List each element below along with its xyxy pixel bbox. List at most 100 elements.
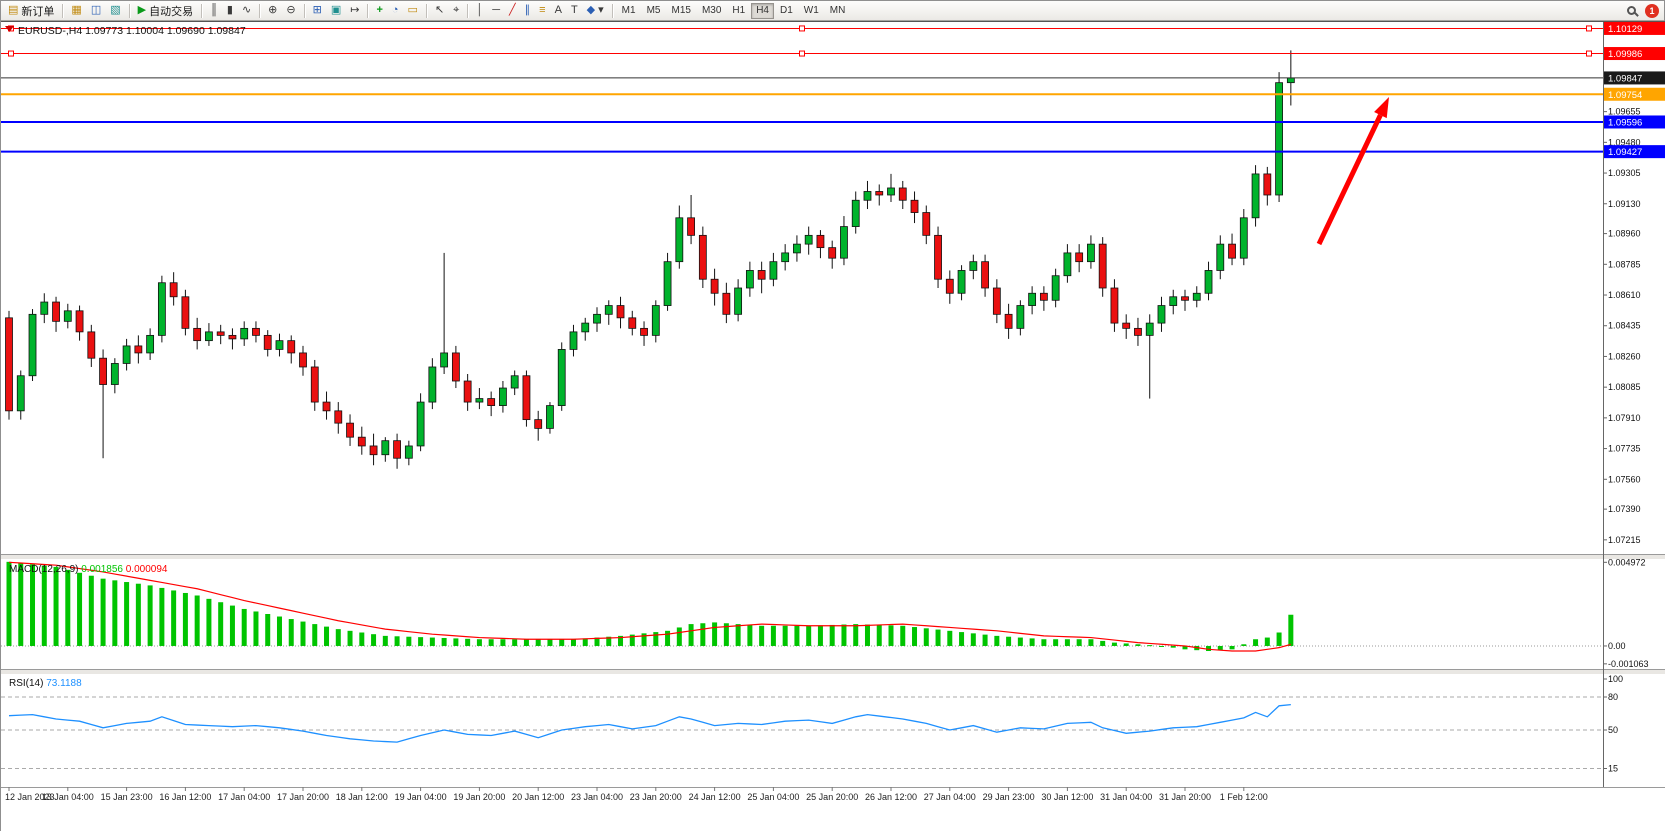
macd-bar [582,638,588,646]
candle-body [1286,77,1295,84]
macd-bar [1088,639,1094,646]
search-icon[interactable] [1627,6,1636,15]
candle-body [1204,270,1213,294]
cursor-button[interactable]: ↖ [431,2,448,19]
price-tick-label: 1.09130 [1608,199,1641,209]
text-icon: A [554,4,562,16]
macd-bar [276,616,282,646]
ohlc-bars-button[interactable]: ║ [206,2,222,19]
macd-bar [1111,642,1117,646]
one-click-trading-toggle[interactable] [5,26,14,32]
svg-text:1.09986: 1.09986 [1608,49,1642,60]
macd-bar [853,624,859,646]
macd-bar [418,637,424,646]
timeframe-m30-button[interactable]: M30 [697,3,726,19]
candle-body [369,445,378,456]
macd-panel-separator[interactable] [1,554,1665,559]
zoom-in-button[interactable]: ⊕ [264,2,281,19]
candle-body [569,331,578,350]
candlestick-series [5,50,1295,469]
macd-bar [1276,632,1282,646]
candle-body [1028,292,1037,306]
vertical-line-button[interactable]: │ [472,2,487,19]
navigator-button[interactable]: ▧ [106,2,124,19]
template-button[interactable]: ▭ [404,2,422,19]
macd-bar [1217,645,1223,651]
svg-text:1.09427: 1.09427 [1608,147,1642,158]
macd-bar [864,624,870,646]
new-chart-button[interactable]: + [372,2,386,19]
hline-handle[interactable] [1586,25,1592,32]
notification-badge[interactable]: 1 [1645,3,1659,18]
hline-handle[interactable] [8,50,14,57]
candle-body [804,234,813,245]
macd-signal-line [8,561,1292,652]
macd-bar [559,639,565,646]
hline-objects [1,25,1603,153]
timeframe-d1-button[interactable]: D1 [775,3,798,19]
period-button[interactable]: ◔ [388,2,403,19]
time-label: 29 Jan 23:00 [983,792,1035,802]
macd-bar [476,639,482,646]
candlesticks-button[interactable]: ▮ [223,2,237,19]
line-chart-icon: ∿ [241,4,252,16]
tile-windows-button[interactable]: ⊞ [309,2,326,19]
rsi-panel-separator[interactable] [1,669,1665,674]
data-window-button[interactable]: ◫ [87,2,105,19]
candle-body [99,357,107,385]
auto-trading-button[interactable]: ▶ 自动交易 [134,2,197,19]
tile-windows-icon: ⊞ [312,4,322,16]
shapes-button[interactable]: ◆ ▾ [583,2,608,19]
zoom-out-button[interactable]: ⊖ [282,2,299,19]
candle-body [87,331,96,359]
macd-bar [429,637,435,646]
trend-arrow-head[interactable] [1374,97,1389,119]
hline-handle[interactable] [799,50,805,57]
horizontal-line-button[interactable]: ─ [488,2,504,19]
candle-body [134,345,143,354]
timeframe-w1-button[interactable]: W1 [799,3,824,19]
time-label: 30 Jan 12:00 [1041,792,1093,802]
crosshair-button[interactable]: ⌖ [449,2,463,19]
macd-bar [359,632,365,646]
macd-bar [229,605,235,646]
timeframe-h4-button[interactable]: H4 [751,2,774,19]
trendline-button[interactable]: ╱ [505,2,520,19]
timeframe-m1-button[interactable]: M1 [617,3,641,19]
line-chart-button[interactable]: ∿ [238,2,255,19]
price-tick-label: 1.08085 [1608,382,1641,392]
fibonacci-button[interactable]: ≡ [535,2,549,19]
timeframe-mn-button[interactable]: MN [825,3,851,19]
macd-bar [570,639,576,646]
period-clock-icon: ◔ [391,4,399,16]
price-scale[interactable] [1603,111,1607,541]
candle-body [663,261,672,306]
macd-histogram [6,561,1294,652]
chart-background [1,21,1665,831]
svg-text:1.09754: 1.09754 [1608,90,1642,101]
candle-body [451,352,460,382]
macd-bar [1158,645,1164,647]
market-watch-button[interactable]: ▦ [67,2,85,19]
candle-body [1098,243,1107,289]
text-label-button[interactable]: T [567,2,582,19]
timeframe-m5-button[interactable]: M5 [642,3,666,19]
trend-arrow[interactable] [1316,113,1383,246]
hline-handle[interactable] [1586,50,1592,57]
rsi-scale-label: 100 [1608,674,1623,684]
timeframe-m15-button[interactable]: M15 [666,3,695,19]
macd-bar [876,624,882,646]
timeframe-h1-button[interactable]: H1 [727,3,750,19]
chart-shift-button[interactable]: ↦ [346,2,363,19]
hline-handle[interactable] [799,25,805,32]
auto-arrange-button[interactable]: ▣ [327,2,345,19]
candle-body [781,252,790,263]
new-order-button[interactable]: ▤ 新订单 [4,2,58,19]
candle-body [628,317,637,329]
macd-bar [535,639,541,646]
channel-button[interactable]: ∥ [521,2,535,19]
time-label: 19 Jan 04:00 [395,792,447,802]
text-button[interactable]: A [551,2,566,19]
candle-body [546,405,554,429]
